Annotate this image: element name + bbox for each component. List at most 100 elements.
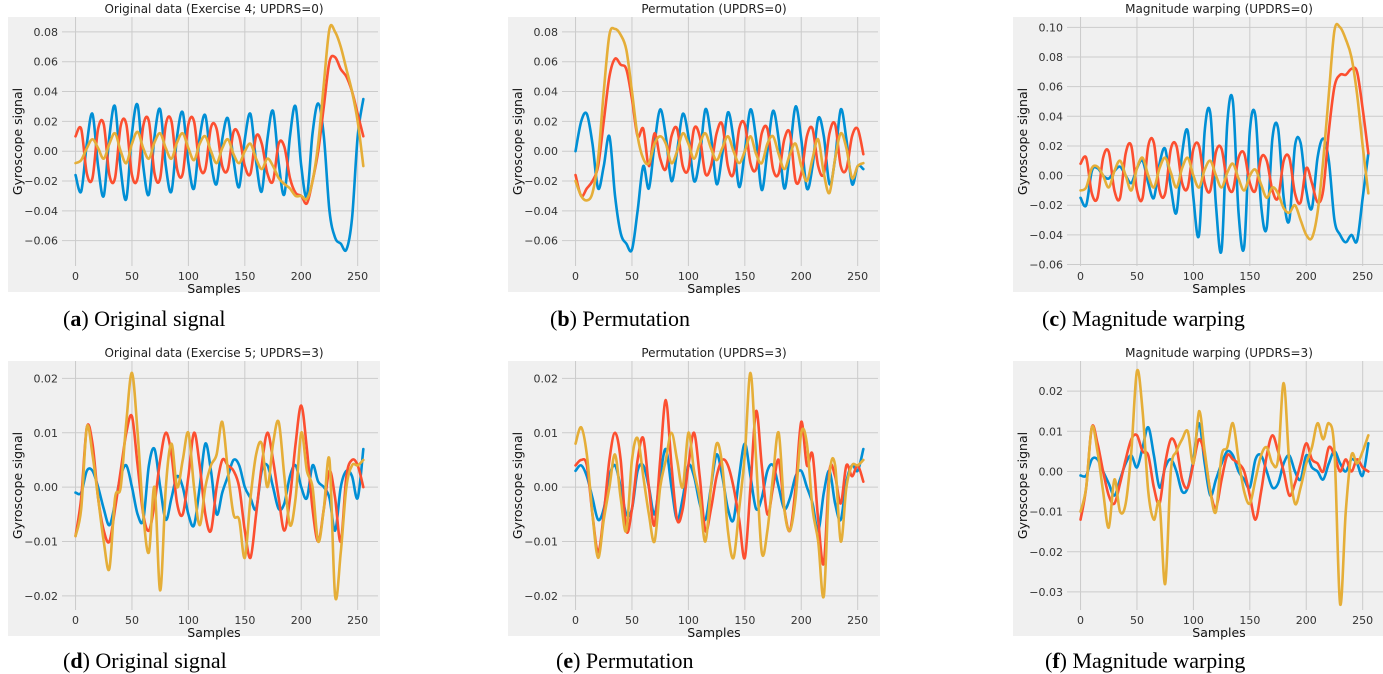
y-tick-label: 0.08 — [534, 26, 559, 39]
y-tick-label: 0.04 — [1039, 110, 1064, 123]
y-axis-label: Gyroscope signal — [510, 88, 525, 195]
y-tick-label: 0.02 — [1039, 140, 1064, 153]
x-tick-label: 0 — [572, 270, 579, 283]
x-tick-label: 200 — [1296, 614, 1317, 627]
series-line-3 — [74, 371, 365, 601]
y-tick-label: −0.01 — [524, 535, 558, 548]
y-axis-label: Gyroscope signal — [10, 432, 25, 539]
caption-f: (f) Magnitude warping — [1045, 648, 1246, 673]
chart-panel-a: 0 50 100 150 200 250 −0.06 −0.04 −0.02 0.00 0.02 0.… — [0, 0, 380, 296]
x-tick-label: 100 — [178, 270, 199, 283]
chart-panel-b: 0 50 100 150 200 250 −0.06 −0.04 −0.02 0.00 0.02 0.… — [500, 0, 880, 296]
x-tick-label: 200 — [291, 270, 312, 283]
x-tick-label: 150 — [734, 614, 755, 627]
series-line-2 — [1079, 424, 1370, 521]
caption-text: Magnitude warping — [1066, 648, 1246, 673]
x-tick-label: 250 — [1352, 614, 1373, 627]
x-tick-label: 250 — [847, 614, 868, 627]
chart-title: Permutation (UPDRS=3) — [641, 346, 786, 360]
caption-text: Permutation — [580, 648, 694, 673]
y-tick-label: −0.06 — [1029, 259, 1063, 272]
y-tick-label: 0.01 — [1039, 425, 1064, 438]
y-tick-label: 0.08 — [1039, 51, 1064, 64]
x-axis-label: Samples — [687, 625, 740, 640]
x-tick-label: 50 — [625, 614, 639, 627]
y-axis-label: Gyroscope signal — [10, 88, 25, 195]
series-line-3 — [74, 23, 365, 201]
chart-title: Magnitude warping (UPDRS=3) — [1125, 346, 1313, 360]
chart-f: 0 50 100 150 200 250 −0.03 −0.02 −0.01 0.00 0.01 0.… — [1013, 346, 1383, 640]
chart-title: Permutation (UPDRS=0) — [641, 2, 786, 16]
x-axis-label: Samples — [187, 281, 240, 296]
y-tick-label: 0.00 — [534, 145, 559, 158]
series-line-3 — [574, 26, 865, 202]
chart-b: 0 50 100 150 200 250 −0.06 −0.04 −0.02 0.00 0.02 0.… — [508, 2, 880, 296]
x-axis-label: Samples — [1192, 281, 1245, 296]
y-tick-label: −0.02 — [24, 175, 58, 188]
x-tick-label: 50 — [1130, 614, 1144, 627]
series-line-1 — [1079, 421, 1370, 498]
y-tick-label: −0.02 — [1029, 199, 1063, 212]
x-tick-label: 0 — [572, 614, 579, 627]
plot-background — [1013, 361, 1383, 636]
x-tick-label: 100 — [1183, 270, 1204, 283]
chart-a: 0 50 100 150 200 250 −0.06 −0.04 −0.02 0.00 0.02 0.… — [8, 2, 380, 296]
x-tick-label: 200 — [1296, 270, 1317, 283]
caption-text: Original signal — [89, 648, 227, 673]
x-axis-label: Samples — [1192, 625, 1245, 640]
x-tick-label: 50 — [1130, 270, 1144, 283]
chart-title: Magnitude warping (UPDRS=0) — [1125, 2, 1313, 16]
chart-e: 0 50 100 150 200 250 −0.02 −0.01 0.00 0.01 0.02 Per… — [508, 346, 880, 640]
series-line-1 — [1079, 93, 1370, 254]
y-tick-label: −0.03 — [1029, 586, 1063, 599]
x-tick-label: 0 — [1077, 270, 1084, 283]
y-tick-label: 0.00 — [34, 145, 59, 158]
y-tick-label: 0.08 — [34, 26, 59, 39]
y-tick-label: 0.01 — [534, 427, 559, 440]
y-tick-label: 0.06 — [34, 56, 59, 69]
chart-panel-f: 0 50 100 150 200 250 −0.03 −0.02 −0.01 0.00 0.01 0.… — [1005, 344, 1383, 640]
x-tick-label: 50 — [125, 614, 139, 627]
chart-panel-c: 0 50 100 150 200 250 −0.06 −0.04 −0.02 0.00 0.02 0.… — [1005, 0, 1383, 296]
series-line-3 — [1079, 368, 1370, 606]
x-tick-label: 100 — [678, 270, 699, 283]
y-tick-label: 0.10 — [1039, 21, 1064, 34]
y-tick-label: −0.06 — [24, 235, 58, 248]
x-tick-label: 100 — [678, 614, 699, 627]
chart-title: Original data (Exercise 5; UPDRS=3) — [104, 346, 323, 360]
x-tick-label: 250 — [1352, 270, 1373, 283]
x-tick-label: 200 — [791, 270, 812, 283]
x-tick-label: 0 — [1077, 614, 1084, 627]
caption-d: (d) Original signal — [63, 648, 227, 673]
y-tick-label: −0.02 — [524, 175, 558, 188]
grid — [562, 17, 878, 266]
caption-a: (a) Original signal — [63, 306, 226, 331]
x-tick-label: 150 — [1239, 270, 1260, 283]
y-tick-label: 0.02 — [34, 115, 59, 128]
x-axis-label: Samples — [687, 281, 740, 296]
x-tick-label: 100 — [178, 614, 199, 627]
y-tick-label: −0.04 — [1029, 229, 1063, 242]
caption-text: Original signal — [88, 306, 226, 331]
y-tick-label: 0.06 — [534, 56, 559, 69]
y-tick-label: 0.02 — [34, 372, 59, 385]
y-tick-label: 0.02 — [534, 372, 559, 385]
y-tick-label: 0.00 — [1039, 170, 1064, 183]
x-tick-label: 0 — [72, 614, 79, 627]
x-tick-label: 150 — [1239, 614, 1260, 627]
y-axis-label: Gyroscope signal — [510, 432, 525, 539]
y-axis-label: Gyroscope signal — [1015, 432, 1030, 539]
series-line-2 — [574, 398, 865, 566]
y-tick-label: 0.00 — [34, 481, 59, 494]
series-line-3 — [1079, 22, 1370, 241]
y-tick-label: −0.06 — [524, 235, 558, 248]
y-tick-label: −0.02 — [24, 590, 58, 603]
x-tick-label: 150 — [234, 614, 255, 627]
x-tick-label: 150 — [234, 270, 255, 283]
x-tick-label: 250 — [347, 614, 368, 627]
y-tick-label: −0.02 — [524, 590, 558, 603]
caption-letter: d — [70, 648, 83, 673]
x-tick-label: 250 — [847, 270, 868, 283]
chart-panel-d: 0 50 100 150 200 250 −0.02 −0.01 0.00 0.01 0.02 Ori… — [0, 344, 380, 640]
chart-title: Original data (Exercise 4; UPDRS=0) — [104, 2, 323, 16]
